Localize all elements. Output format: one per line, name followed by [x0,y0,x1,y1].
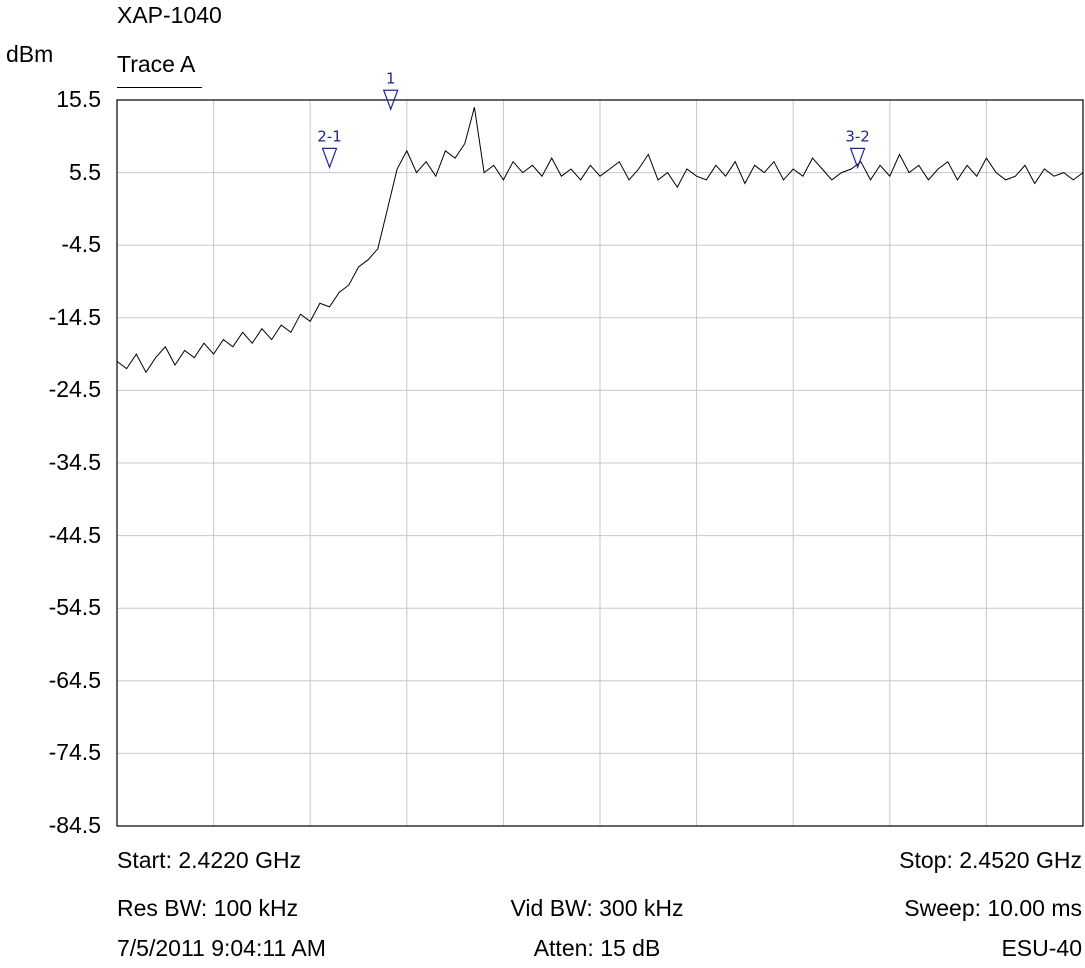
y-tick-label: 15.5 [56,86,101,112]
marker-1-triangle [382,89,399,111]
y-tick-label: -44.5 [48,521,101,548]
y-tick-label: 5.5 [69,158,101,185]
marker-2-1-triangle [321,147,338,170]
y-tick-label: -4.5 [61,231,101,258]
y-tick-label: -64.5 [48,666,101,693]
resolution-bandwidth: Res BW: 100 kHz [117,895,299,921]
plot-frame [116,99,1084,827]
y-tick-label: -74.5 [48,739,101,766]
y-tick-label: -34.5 [48,449,101,475]
video-bandwidth: Vid BW: 300 kHz [510,895,684,921]
trace-label: Trace A [117,51,196,77]
y-unit-label: dBm [6,41,54,67]
y-tick-label: -24.5 [48,376,101,403]
y-tick-label: -54.5 [48,594,101,621]
start-frequency: Start: 2.4220 GHz [117,847,302,873]
instrument-id: ESU-40 [1001,935,1082,961]
marker-1-label: 1 [386,69,396,87]
attenuation: Atten: 15 dB [533,935,661,961]
stop-frequency: Stop: 2.4520 GHz [899,847,1082,873]
trace-underline [117,87,202,88]
sweep-time: Sweep: 10.00 ms [904,895,1082,921]
y-tick-label: -14.5 [48,303,101,330]
marker-3-2-triangle [849,147,866,170]
y-tick-label: -84.5 [48,812,101,838]
timestamp: 7/5/2011 9:04:11 AM [117,935,326,961]
marker-3-2-label: 3-2 [845,127,870,145]
trace-a-line [116,107,1084,374]
chart-title: XAP-1040 [117,2,222,28]
marker-2-1-label: 2-1 [317,127,342,145]
